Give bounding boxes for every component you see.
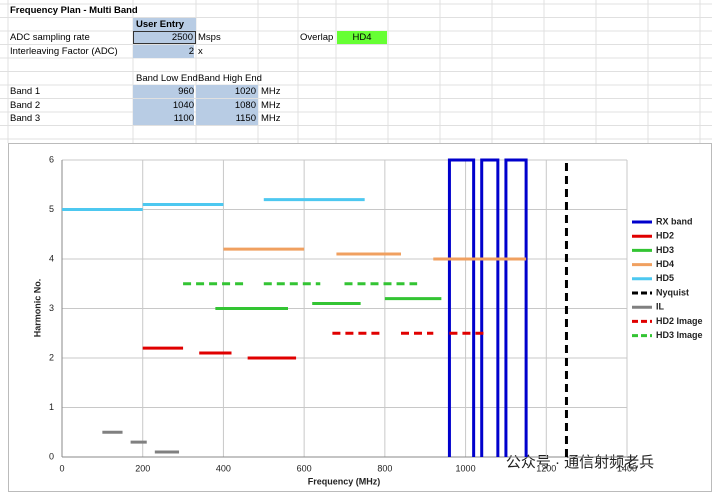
series-line: [62, 198, 365, 211]
row-label: ADC sampling rate: [10, 32, 90, 43]
unit: MHz: [261, 113, 281, 124]
x-tick-label: 400: [216, 463, 231, 473]
sheet-title: Frequency Plan - Multi Band: [10, 5, 138, 16]
legend-label: HD3: [656, 245, 674, 255]
y-tick-label: 2: [49, 352, 54, 362]
series-line: [102, 430, 180, 454]
legend-label: HD5: [656, 273, 674, 283]
x-axis-title: Frequency (MHz): [308, 476, 381, 486]
series-line: [223, 247, 527, 261]
column-header: User Entry: [133, 17, 196, 31]
input-cell[interactable]: 1100: [133, 112, 194, 125]
y-tick-label: 5: [49, 204, 54, 214]
chart-frame: [8, 143, 712, 492]
y-tick-label: 3: [49, 303, 54, 313]
column-header: Band High End: [198, 72, 262, 84]
series-line: [447, 158, 528, 457]
row-label: Interleaving Factor (ADC): [10, 45, 118, 57]
input-cell[interactable]: 1150: [196, 112, 258, 125]
unit: Msps: [198, 32, 221, 43]
legend-label: HD3 Image: [656, 330, 703, 340]
overlap-value: HD4: [337, 31, 387, 44]
unit: MHz: [261, 86, 281, 97]
y-axis-title: Harmonic No.: [32, 279, 42, 338]
row-label: Band 2: [10, 99, 41, 111]
x-tick-label: 1200: [536, 463, 556, 473]
x-tick-label: 600: [297, 463, 312, 473]
x-tick-label: 1000: [456, 463, 476, 473]
unit: MHz: [261, 99, 281, 111]
x-tick-label: 200: [135, 463, 150, 473]
watermark: 公众号 · 通信射频老兵: [506, 454, 654, 471]
series-line: [215, 297, 442, 310]
x-tick-label: 1400: [617, 463, 637, 473]
y-tick-label: 4: [49, 253, 54, 263]
row-label: Band 1: [10, 86, 41, 97]
y-tick-label: 0: [49, 451, 54, 461]
y-tick-label: 1: [49, 402, 54, 412]
input-cell[interactable]: 960: [133, 85, 194, 98]
legend-label: HD2 Image: [656, 316, 703, 326]
column-header: Band Low End: [136, 72, 198, 84]
unit: x: [198, 45, 203, 57]
legend-label: IL: [656, 302, 665, 312]
input-cell[interactable]: 1040: [133, 98, 194, 112]
input-cell[interactable]: 2: [133, 44, 194, 58]
y-tick-label: 6: [49, 154, 54, 164]
row-label: Band 3: [10, 113, 41, 124]
legend-label: RX band: [656, 216, 693, 226]
row-label: Overlap: [300, 32, 334, 43]
series-line: [142, 346, 297, 360]
cell-grid: [0, 0, 712, 143]
legend-label: HD2: [656, 231, 674, 241]
chart: Harmonic No. Frequency (MHz) 公众号 · 通信射频老…: [8, 143, 712, 492]
legend-label: Nyquist: [656, 287, 689, 297]
x-tick-label: 800: [377, 463, 392, 473]
x-tick-label: 0: [59, 463, 64, 473]
input-cell[interactable]: 1080: [196, 98, 258, 112]
legend-label: HD4: [656, 259, 674, 269]
input-cell[interactable]: 1020: [196, 85, 258, 98]
input-cell[interactable]: 2500: [133, 31, 196, 44]
